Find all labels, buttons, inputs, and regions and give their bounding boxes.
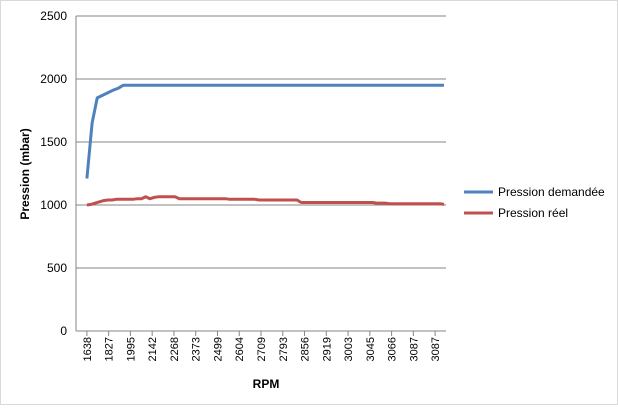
y-tick-label: 2500 (40, 9, 67, 23)
x-tick-label: 2919 (321, 337, 333, 361)
y-tick-label: 2000 (40, 72, 67, 86)
y-tick-label: 500 (47, 261, 67, 275)
series-line-0 (85, 83, 444, 179)
legend-label-0: Pression demandée (498, 185, 605, 199)
series-line-1 (86, 195, 445, 207)
x-tick-label: 3087 (408, 337, 420, 361)
x-tick-label: 3045 (365, 337, 377, 361)
y-tick-labels: 0 500 1000 1500 2000 2500 (40, 9, 67, 338)
series-lines (85, 83, 445, 207)
x-tick-label: 2373 (191, 337, 203, 361)
x-axis-label: RPM (253, 377, 280, 391)
legend: Pression demandée Pression réel (464, 185, 605, 220)
x-tick-label: 2604 (234, 337, 246, 361)
x-tick-label: 2499 (212, 337, 224, 361)
x-tick-label: 2142 (147, 337, 159, 361)
y-tick-label: 1000 (40, 198, 67, 212)
x-tick-label: 2709 (256, 337, 268, 361)
x-tick-label: 2793 (278, 337, 290, 361)
x-tick-label: 1827 (104, 337, 116, 361)
y-tick-label: 0 (60, 324, 67, 338)
x-tick-labels: 1638 1827 1995 2142 2268 2373 2499 2604 2709 2793… (82, 337, 442, 361)
axes (75, 16, 446, 336)
x-tick-label: 2856 (300, 337, 312, 361)
gridlines (76, 15, 446, 269)
x-tick-label: 1638 (82, 337, 94, 361)
x-tick-label: 1995 (125, 337, 137, 361)
y-axis-label: Pression (mbar) (18, 128, 32, 219)
x-tick-label: 2268 (169, 337, 181, 361)
legend-label-1: Pression réel (498, 206, 568, 220)
x-tick-label: 3003 (343, 337, 355, 361)
x-tick-label: 3087 (430, 337, 442, 361)
x-tick-label: 3066 (387, 337, 399, 361)
y-tick-label: 1500 (40, 135, 67, 149)
